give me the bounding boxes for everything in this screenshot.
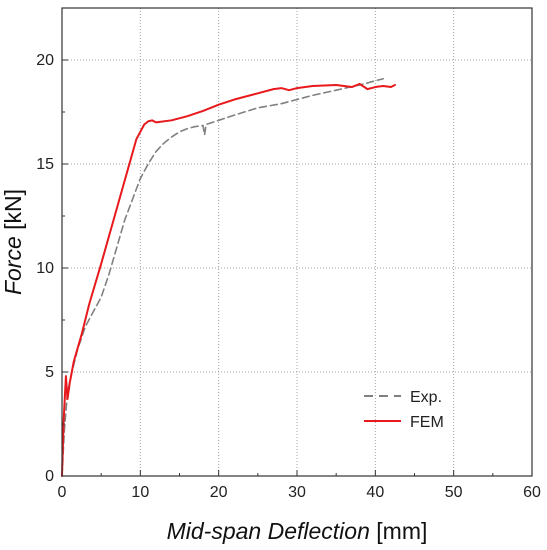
x-tick-label: 0 <box>58 484 67 501</box>
x-axis-title: Mid-span Deflection [mm] <box>167 518 428 544</box>
legend-label-exp: Exp. <box>410 389 442 406</box>
x-tick-label: 50 <box>445 484 463 501</box>
y-tick-label: 10 <box>36 260 54 277</box>
x-axis-title-main: Mid-span Deflection <box>167 518 370 544</box>
x-axis-title-unit: [mm] <box>370 518 428 544</box>
y-tick-label: 20 <box>36 52 54 69</box>
y-tick-label: 5 <box>45 364 54 381</box>
legend: Exp. FEM <box>364 389 444 431</box>
legend-label-fem: FEM <box>410 414 444 431</box>
y-axis-title: Force [kN] <box>0 189 26 295</box>
x-tick-label: 10 <box>131 484 149 501</box>
series-line-exp <box>61 77 384 477</box>
tick-marks <box>61 59 533 477</box>
y-axis-title-unit: [kN] <box>0 189 26 236</box>
y-tick-label: 0 <box>45 468 54 485</box>
y-tick-label: 15 <box>36 156 54 173</box>
tick-labels: 0 10 20 30 40 50 60 0 5 10 15 20 <box>36 52 541 501</box>
series-lines <box>61 77 396 477</box>
x-tick-label: 60 <box>523 484 541 501</box>
grid-lines <box>62 8 532 476</box>
y-axis-title-main: Force <box>0 236 26 295</box>
x-tick-label: 30 <box>288 484 306 501</box>
series-line-fem <box>61 82 396 477</box>
x-tick-label: 20 <box>210 484 228 501</box>
x-tick-label: 40 <box>366 484 384 501</box>
